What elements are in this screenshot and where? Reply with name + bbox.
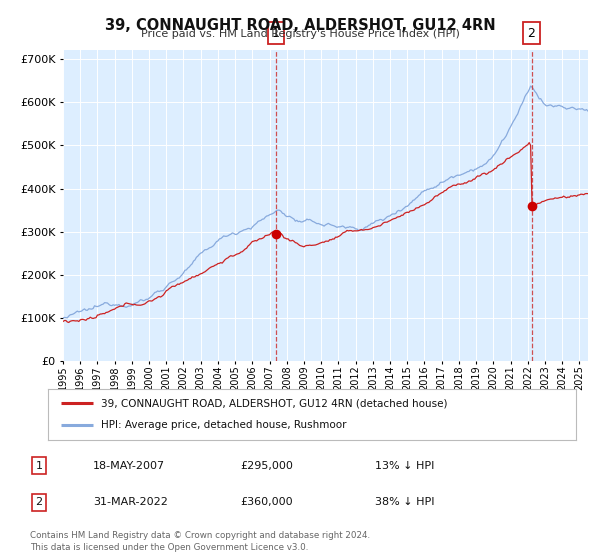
- Text: £360,000: £360,000: [240, 497, 293, 507]
- Text: 18-MAY-2007: 18-MAY-2007: [93, 461, 165, 471]
- Text: This data is licensed under the Open Government Licence v3.0.: This data is licensed under the Open Gov…: [30, 543, 308, 552]
- Text: 13% ↓ HPI: 13% ↓ HPI: [375, 461, 434, 471]
- Text: HPI: Average price, detached house, Rushmoor: HPI: Average price, detached house, Rush…: [101, 421, 346, 431]
- Text: 31-MAR-2022: 31-MAR-2022: [93, 497, 168, 507]
- Text: £295,000: £295,000: [240, 461, 293, 471]
- Text: 1: 1: [35, 461, 43, 471]
- Text: 1: 1: [272, 27, 280, 40]
- Text: 39, CONNAUGHT ROAD, ALDERSHOT, GU12 4RN: 39, CONNAUGHT ROAD, ALDERSHOT, GU12 4RN: [104, 18, 496, 34]
- Text: 39, CONNAUGHT ROAD, ALDERSHOT, GU12 4RN (detached house): 39, CONNAUGHT ROAD, ALDERSHOT, GU12 4RN …: [101, 398, 448, 408]
- Text: 2: 2: [527, 27, 535, 40]
- Text: Price paid vs. HM Land Registry's House Price Index (HPI): Price paid vs. HM Land Registry's House …: [140, 29, 460, 39]
- Text: 2: 2: [35, 497, 43, 507]
- Text: 38% ↓ HPI: 38% ↓ HPI: [375, 497, 434, 507]
- Text: Contains HM Land Registry data © Crown copyright and database right 2024.: Contains HM Land Registry data © Crown c…: [30, 531, 370, 540]
